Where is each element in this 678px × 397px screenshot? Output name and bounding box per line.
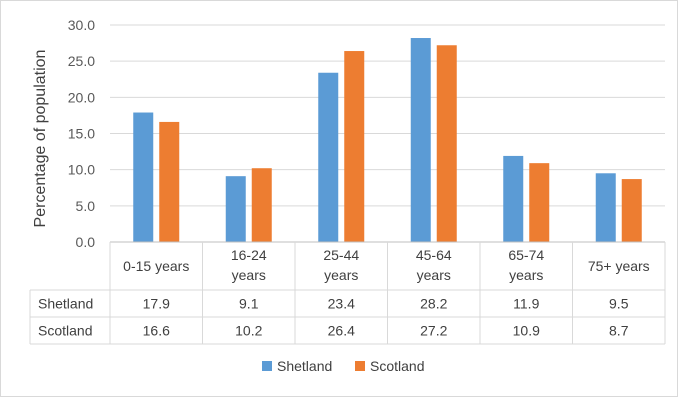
data-label: 27.2 xyxy=(420,323,447,339)
data-label: 10.9 xyxy=(513,323,540,339)
y-tick-label: 10.0 xyxy=(68,162,95,178)
y-tick-label: 15.0 xyxy=(68,126,95,142)
y-tick-label: 30.0 xyxy=(68,17,95,33)
y-tick-label: 20.0 xyxy=(68,89,95,105)
y-tick-label: 25.0 xyxy=(68,53,95,69)
bar-shetland-3 xyxy=(410,38,431,242)
bar-shetland-1 xyxy=(225,176,246,242)
category-label: 25-44 xyxy=(323,247,359,263)
data-label: 17.9 xyxy=(143,296,170,312)
data-label: 9.1 xyxy=(239,296,259,312)
category-label: years xyxy=(509,267,543,283)
data-label: 28.2 xyxy=(420,296,447,312)
bar-shetland-4 xyxy=(503,155,524,242)
bar-shetland-5 xyxy=(595,173,616,242)
bar-scotland-0 xyxy=(159,121,180,242)
bar-scotland-2 xyxy=(344,51,365,242)
category-label: 75+ years xyxy=(588,258,650,274)
category-label: years xyxy=(324,267,358,283)
data-label: 9.5 xyxy=(609,296,629,312)
bar-scotland-4 xyxy=(529,163,550,242)
legend-label-scotland: Scotland xyxy=(370,358,424,374)
data-label: 23.4 xyxy=(328,296,355,312)
category-label: 45-64 xyxy=(416,247,452,263)
legend-swatch-shetland xyxy=(262,361,272,371)
category-label: years xyxy=(232,267,266,283)
legend-swatch-scotland xyxy=(355,361,365,371)
category-label: years xyxy=(417,267,451,283)
y-tick-label: 0.0 xyxy=(76,234,96,250)
bar-scotland-5 xyxy=(621,179,642,242)
table-series-label: Shetland xyxy=(38,296,93,312)
data-label: 8.7 xyxy=(609,323,629,339)
category-label: 0-15 years xyxy=(123,258,189,274)
category-label: 65-74 xyxy=(508,247,544,263)
category-label: 16-24 xyxy=(231,247,267,263)
bar-shetland-0 xyxy=(133,112,154,242)
data-label: 16.6 xyxy=(143,323,170,339)
y-axis-label: Percentage of population xyxy=(32,50,49,228)
legend-label-shetland: Shetland xyxy=(277,358,332,374)
bar-shetland-2 xyxy=(318,72,339,243)
y-tick-label: 5.0 xyxy=(76,198,96,214)
data-label: 10.2 xyxy=(235,323,262,339)
data-label: 26.4 xyxy=(328,323,355,339)
table-series-label: Scotland xyxy=(38,323,92,339)
bar-scotland-1 xyxy=(251,168,272,242)
data-label: 11.9 xyxy=(513,296,539,312)
bar-scotland-3 xyxy=(436,45,457,243)
